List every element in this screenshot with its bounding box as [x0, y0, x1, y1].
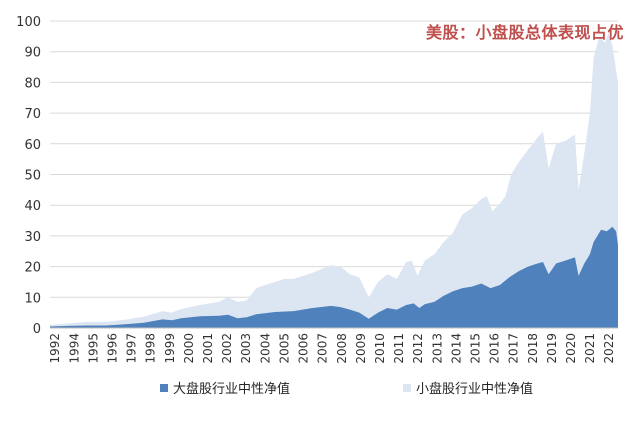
x-tick-label: 2012: [411, 333, 425, 364]
x-tick-label: 2005: [277, 333, 291, 364]
y-tick-label: 50: [24, 169, 41, 184]
legend-swatch-large-cap: [160, 383, 168, 392]
x-tick-label: 2019: [545, 333, 559, 364]
x-tick-label: 2000: [182, 333, 196, 364]
x-tick-label: 2017: [507, 333, 521, 364]
y-tick-label: 70: [24, 107, 41, 122]
x-tick-label: 2010: [373, 333, 387, 364]
y-tick-label: 30: [24, 230, 41, 245]
x-tick-label: 2003: [239, 333, 253, 364]
area-large-cap: [50, 226, 618, 328]
y-tick-label: 10: [24, 291, 41, 306]
x-tick-label: 2013: [430, 333, 444, 364]
y-tick-label: 20: [24, 261, 41, 276]
x-tick-label: 2018: [526, 333, 540, 364]
y-tick-label: 100: [16, 15, 41, 30]
grid: [50, 20, 618, 298]
x-tick-label: 1999: [163, 333, 177, 364]
x-tick-label: 2006: [297, 333, 311, 364]
x-tick-label: 1994: [67, 333, 81, 364]
y-tick-label: 60: [24, 138, 41, 153]
x-tick-label: 2021: [583, 333, 597, 364]
x-tick-label: 1992: [48, 333, 62, 364]
x-tick-label: 2020: [564, 333, 578, 364]
x-tick-label: 2002: [220, 333, 234, 364]
x-tick-label: 2014: [449, 333, 463, 364]
legend-label-large-cap: 大盘股行业中性净值: [173, 382, 291, 397]
x-tick-label: 2009: [354, 333, 368, 364]
x-tick-label: 2007: [316, 333, 330, 364]
x-tick-label: 2016: [488, 333, 502, 364]
x-tick-label: 2008: [335, 333, 349, 364]
legend-item-small-cap: 小盘股行业中性净值: [403, 378, 533, 397]
x-tick-label: 1997: [125, 333, 139, 364]
x-tick-label: 2001: [201, 333, 215, 364]
area-small-cap: [50, 33, 618, 329]
y-tick-label: 90: [24, 46, 41, 61]
x-tick-label: 2022: [602, 333, 616, 364]
x-tick-label: 2015: [469, 333, 483, 364]
x-tick-label: 2004: [258, 333, 272, 364]
legend-item-large-cap: 大盘股行业中性净值: [160, 378, 290, 397]
y-tick-label: 0: [33, 322, 41, 337]
x-tick-label: 1996: [106, 333, 120, 364]
chart-title: 美股：小盘股总体表现占优: [425, 23, 624, 42]
legend-label-small-cap: 小盘股行业中性净值: [416, 382, 534, 397]
y-tick-label: 40: [24, 199, 41, 214]
x-tick-label: 2011: [392, 333, 406, 364]
legend: 大盘股行业中性净值 小盘股行业中性净值: [0, 378, 640, 400]
y-tick-label: 80: [24, 76, 41, 91]
axes: 0 10 20 30 40 50 60 70 80 90 100 1992 1994 1995 1996 19…: [16, 15, 618, 364]
x-tick-label: 1995: [86, 333, 100, 364]
legend-swatch-small-cap: [403, 383, 411, 392]
x-tick-label: 1998: [144, 333, 158, 364]
series-layer: [50, 33, 618, 329]
